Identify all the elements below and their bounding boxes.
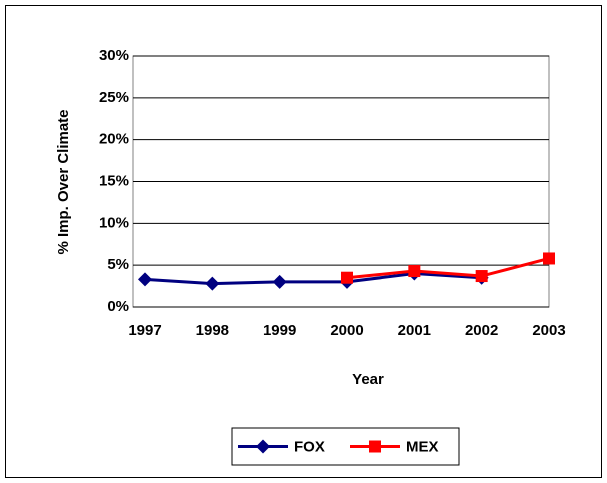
y-tick-label: 20% [99, 131, 129, 148]
x-tick-label: 2003 [532, 322, 565, 339]
legend-marker [369, 440, 381, 453]
legend-label: FOX [294, 438, 325, 455]
x-tick-label: 2001 [398, 322, 431, 339]
y-tick-label: 15% [99, 172, 129, 189]
marker [205, 276, 220, 291]
x-tick-label: 1997 [128, 322, 161, 339]
marker [543, 252, 555, 265]
legend-label: MEX [406, 438, 439, 455]
x-axis-title: Year [352, 371, 384, 388]
y-tick-label: 25% [99, 89, 129, 106]
legend-marker [256, 439, 270, 454]
x-tick-label: 2002 [465, 322, 498, 339]
y-tick-label: 10% [99, 214, 129, 231]
series-line [144, 272, 482, 286]
y-tick-label: 5% [107, 256, 129, 273]
marker [138, 272, 152, 287]
marker [408, 265, 421, 278]
y-axis-title: % Imp. Over Climate [55, 109, 72, 254]
x-tick-label: 2000 [330, 322, 363, 339]
marker [272, 274, 287, 289]
y-tick-label: 0% [107, 298, 129, 315]
series-line [346, 257, 550, 280]
x-tick-label: 1999 [263, 322, 296, 339]
marker [341, 271, 353, 284]
x-tick-label: 1998 [196, 322, 229, 339]
y-tick-label: 30% [99, 47, 129, 64]
marker [475, 270, 488, 283]
